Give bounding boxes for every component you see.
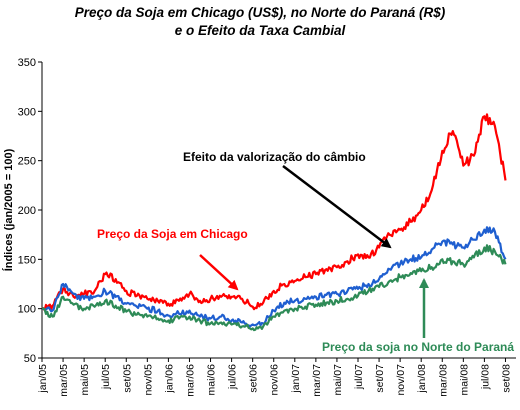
y-tick-label: 300 [18,106,36,118]
y-axis-label: Índices (jan/2005 = 100) [2,148,15,271]
x-tick-label: set/08 [500,364,512,393]
x-tick-label: mai/05 [79,364,91,396]
y-tick-label: 250 [18,156,36,168]
chart-title-line-1: Preço da Soja em Chicago (US$), no Norte… [74,5,446,20]
annotation-chicago: Preço da Soja em Chicago [97,227,248,241]
x-tick-label: mar/05 [58,364,70,397]
x-tick-label: mai/08 [458,364,470,396]
y-tick-label: 100 [18,304,36,316]
x-tick-label: nov/07 [395,364,407,396]
series-line-chicago [41,113,507,312]
x-tick-label: jan/08 [416,364,428,394]
y-tick-label: 50 [24,353,36,365]
x-tick-label: nov/05 [142,364,154,396]
chart-title-line-2: e o Efeito da Taxa Cambial [174,23,346,38]
y-tick-label: 200 [18,205,36,217]
series-line-norte-parana [41,244,507,332]
x-tick-label: mai/06 [206,364,218,396]
x-tick-label: set/06 [248,364,260,393]
x-tick-label: mar/06 [184,364,196,397]
series-line-exchange-effect [41,226,507,328]
x-tick-label: jan/05 [37,364,49,394]
x-tick-label: jul/08 [479,364,491,390]
annotation-exchange-effect: Efeito da valorização do câmbio [183,150,366,164]
annotation-chicago-arrow [199,254,239,291]
annotation-exchange-arrow [282,165,392,249]
x-tick-label: nov/06 [269,364,281,396]
x-tick-label: jan/07 [290,364,302,394]
x-tick-label: jul/05 [100,364,112,390]
x-tick-label: set/07 [374,364,386,393]
y-tick-label: 150 [18,254,36,266]
annotation-norte-parana: Preço da soja no Norte do Paraná [322,340,514,354]
x-tick-label: mai/07 [332,364,344,396]
x-tick-label: jan/06 [163,364,175,394]
x-tick-label: set/05 [121,364,133,393]
x-tick-label: jul/06 [227,364,239,390]
x-tick-label: mar/07 [311,364,323,397]
x-tick-label: jul/07 [353,364,365,390]
x-tick-label: mar/08 [437,364,449,397]
y-tick-label: 350 [18,57,36,69]
